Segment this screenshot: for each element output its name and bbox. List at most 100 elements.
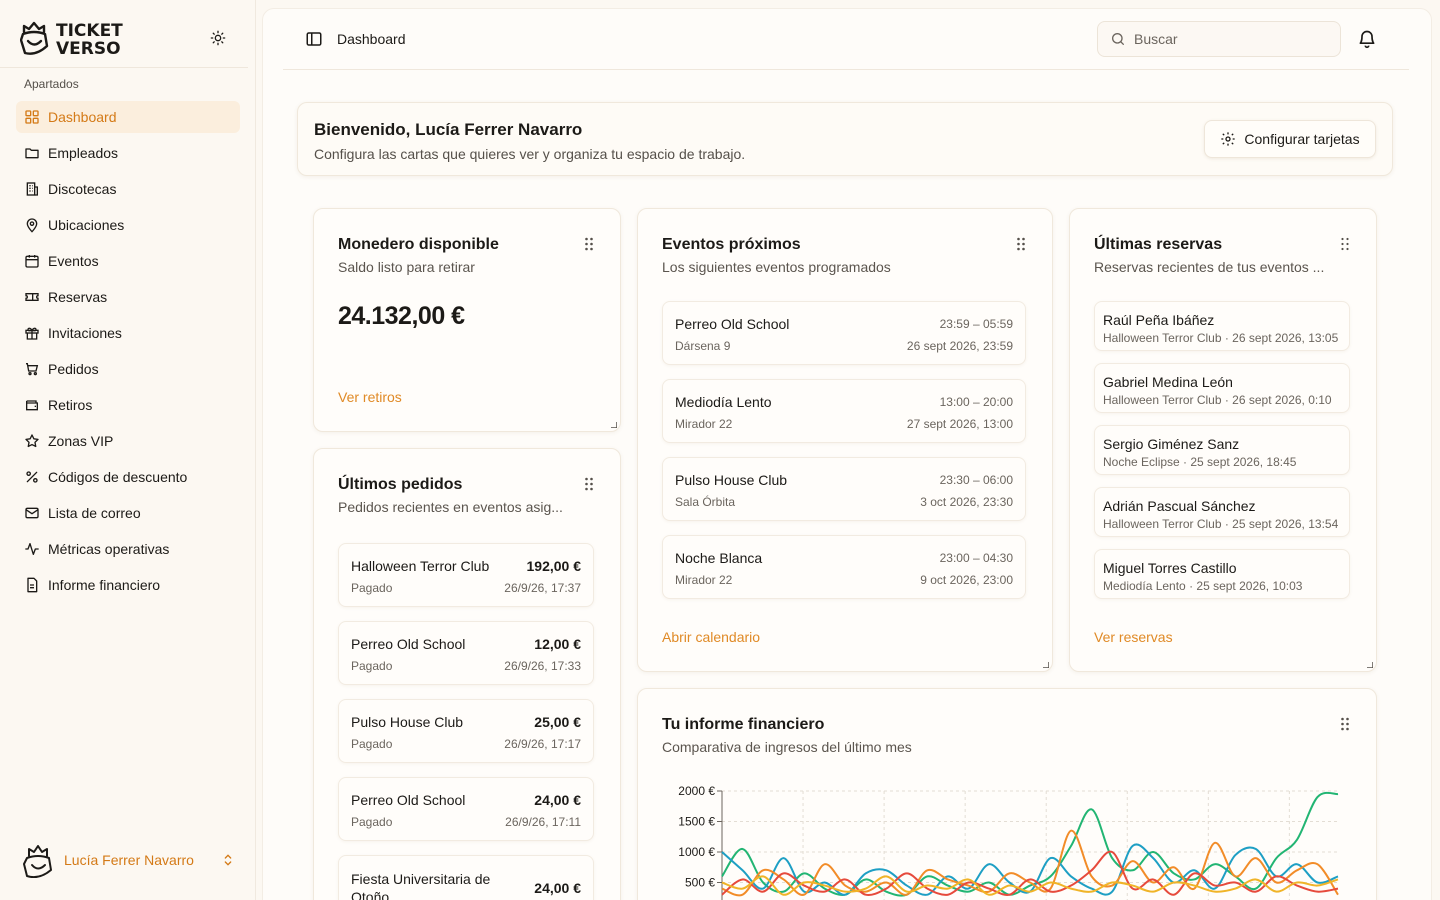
sidebar-item-empleados[interactable]: Empleados xyxy=(16,137,240,169)
sidebar-item-retiros[interactable]: Retiros xyxy=(16,389,240,421)
y-tick-label: 1500 € xyxy=(678,815,715,829)
bell-icon[interactable] xyxy=(1357,29,1377,49)
sidebar-item-eventos[interactable]: Eventos xyxy=(16,245,240,277)
card-title: Tu informe financiero xyxy=(662,716,825,733)
drag-handle-icon[interactable] xyxy=(584,237,594,251)
reservation-row[interactable]: Adrián Pascual Sánchez Halloween Terror … xyxy=(1094,487,1350,537)
event-row[interactable]: Pulso House Club Sala Órbita 23:30 – 06:… xyxy=(662,457,1026,521)
cart-icon xyxy=(24,361,40,377)
welcome-banner: Bienvenido, Lucía Ferrer Navarro Configu… xyxy=(297,102,1393,176)
event-row[interactable]: Perreo Old School Dársena 9 23:59 – 05:5… xyxy=(662,301,1026,365)
event-time: 23:00 – 04:30 xyxy=(939,551,1013,565)
order-row[interactable]: Fiesta Universitaria de Otoño 24,00 € xyxy=(338,855,594,900)
order-event: Halloween Terror Club xyxy=(351,558,490,574)
order-date: 26/9/26, 17:11 xyxy=(505,815,581,829)
open-calendar-link[interactable]: Abrir calendario xyxy=(662,629,761,645)
card-title: Monedero disponible xyxy=(338,236,499,253)
financial-line-chart: 2000 € 1500 € 1000 € 500 € xyxy=(678,784,1339,900)
chevron-up-down-icon xyxy=(224,854,232,866)
order-row[interactable]: Perreo Old School Pagado 24,00 € 26/9/26… xyxy=(338,777,594,841)
sidebar-nav: Dashboard Empleados Discotecas Ubicacion… xyxy=(16,101,240,605)
sidebar-item-lista-correo[interactable]: Lista de correo xyxy=(16,497,240,529)
ticket-icon xyxy=(24,289,40,305)
search-input[interactable] xyxy=(1134,31,1324,47)
sidebar-item-pedidos[interactable]: Pedidos xyxy=(16,353,240,385)
reservation-row[interactable]: Raúl Peña Ibáñez Halloween Terror Club ·… xyxy=(1094,301,1350,351)
user-menu-button[interactable]: Lucía Ferrer Navarro xyxy=(20,840,240,880)
sidebar-item-informe-financiero[interactable]: Informe financiero xyxy=(16,569,240,601)
building-icon xyxy=(24,181,40,197)
logo-row: TICKET VERSO xyxy=(0,0,248,68)
reservation-name: Adrián Pascual Sánchez xyxy=(1103,498,1256,514)
reservation-row[interactable]: Miguel Torres Castillo Mediodía Lento · … xyxy=(1094,549,1350,599)
reservation-name: Raúl Peña Ibáñez xyxy=(1103,312,1215,328)
configure-cards-button[interactable]: Configurar tarjetas xyxy=(1204,120,1376,158)
event-name: Mediodía Lento xyxy=(675,394,772,410)
drag-handle-icon[interactable] xyxy=(1016,237,1026,251)
order-event: Fiesta Universitaria de Otoño xyxy=(351,871,491,900)
sun-icon xyxy=(210,30,226,46)
sidebar-item-label: Discotecas xyxy=(48,181,117,197)
sidebar-item-dashboard[interactable]: Dashboard xyxy=(16,101,240,133)
event-row[interactable]: Mediodía Lento Mirador 22 13:00 – 20:00 … xyxy=(662,379,1026,443)
sidebar-item-codigos-descuento[interactable]: Códigos de descuento xyxy=(16,461,240,493)
order-row[interactable]: Pulso House Club Pagado 25,00 € 26/9/26,… xyxy=(338,699,594,763)
upcoming-events-card: Eventos próximos Los siguientes eventos … xyxy=(637,208,1053,672)
gear-icon xyxy=(1221,132,1236,146)
event-venue: Mirador 22 xyxy=(675,573,733,587)
y-tick-label: 1000 € xyxy=(678,845,715,859)
search-box[interactable] xyxy=(1097,21,1341,57)
resize-handle-icon[interactable] xyxy=(1043,662,1049,668)
order-row[interactable]: Perreo Old School Pagado 12,00 € 26/9/26… xyxy=(338,621,594,685)
ticketverso-logo[interactable]: TICKET VERSO xyxy=(20,20,140,56)
sidebar-item-label: Informe financiero xyxy=(48,577,161,593)
view-withdrawals-link[interactable]: Ver retiros xyxy=(338,389,402,405)
y-tick-label: 2000 € xyxy=(678,784,715,798)
percent-icon xyxy=(24,469,40,485)
reservation-row[interactable]: Gabriel Medina León Halloween Terror Clu… xyxy=(1094,363,1350,413)
resize-handle-icon[interactable] xyxy=(1367,662,1373,668)
order-row[interactable]: Halloween Terror Club Pagado 192,00 € 26… xyxy=(338,543,594,607)
reservation-detail: Halloween Terror Club · 26 sept 2026, 13… xyxy=(1103,331,1339,345)
card-subtitle: Los siguientes eventos programados xyxy=(662,259,891,275)
order-event: Perreo Old School xyxy=(351,792,466,808)
sidebar-item-label: Pedidos xyxy=(48,361,99,377)
svg-text:VERSO: VERSO xyxy=(56,39,121,56)
order-status: Pagado xyxy=(351,581,393,595)
sidebar-toggle-icon[interactable] xyxy=(305,30,323,48)
main-content: Dashboard Bienvenido, Lucía Ferrer Navar… xyxy=(262,8,1432,900)
reservation-row[interactable]: Sergio Giménez Sanz Noche Eclipse · 25 s… xyxy=(1094,425,1350,475)
sidebar: TICKET VERSO Apartados Dashboard Emplead… xyxy=(0,0,256,900)
sidebar-item-discotecas[interactable]: Discotecas xyxy=(16,173,240,205)
sidebar-item-reservas[interactable]: Reservas xyxy=(16,281,240,313)
welcome-subtitle: Configura las cartas que quieres ver y o… xyxy=(314,146,746,162)
drag-handle-icon[interactable] xyxy=(584,477,594,491)
card-title: Últimas reservas xyxy=(1094,236,1223,253)
sidebar-item-invitaciones[interactable]: Invitaciones xyxy=(16,317,240,349)
card-subtitle: Saldo listo para retirar xyxy=(338,259,475,275)
order-amount: 24,00 € xyxy=(534,792,581,808)
sidebar-item-zonas-vip[interactable]: Zonas VIP xyxy=(16,425,240,457)
mail-icon xyxy=(24,505,40,521)
resize-handle-icon[interactable] xyxy=(611,422,617,428)
sidebar-item-label: Invitaciones xyxy=(48,325,122,341)
sidebar-item-label: Eventos xyxy=(48,253,99,269)
event-time: 13:00 – 20:00 xyxy=(939,395,1013,409)
sidebar-item-ubicaciones[interactable]: Ubicaciones xyxy=(16,209,240,241)
event-row[interactable]: Noche Blanca Mirador 22 23:00 – 04:30 9 … xyxy=(662,535,1026,599)
theme-toggle-button[interactable] xyxy=(206,26,230,50)
grid-icon xyxy=(24,109,40,125)
sidebar-item-metricas[interactable]: Métricas operativas xyxy=(16,533,240,565)
drag-handle-icon[interactable] xyxy=(1340,717,1350,731)
sidebar-item-label: Empleados xyxy=(48,145,119,161)
sidebar-section-label: Apartados xyxy=(24,77,79,91)
view-reservations-link[interactable]: Ver reservas xyxy=(1094,629,1173,645)
drag-handle-icon[interactable] xyxy=(1340,237,1350,251)
sidebar-item-label: Dashboard xyxy=(48,109,117,125)
reservation-detail: Mediodía Lento · 25 sept 2026, 10:03 xyxy=(1103,579,1303,593)
event-name: Pulso House Club xyxy=(675,472,788,488)
order-amount: 12,00 € xyxy=(534,636,581,652)
sidebar-item-label: Ubicaciones xyxy=(48,217,125,233)
topbar: Dashboard xyxy=(283,9,1409,70)
avatar xyxy=(23,845,52,878)
